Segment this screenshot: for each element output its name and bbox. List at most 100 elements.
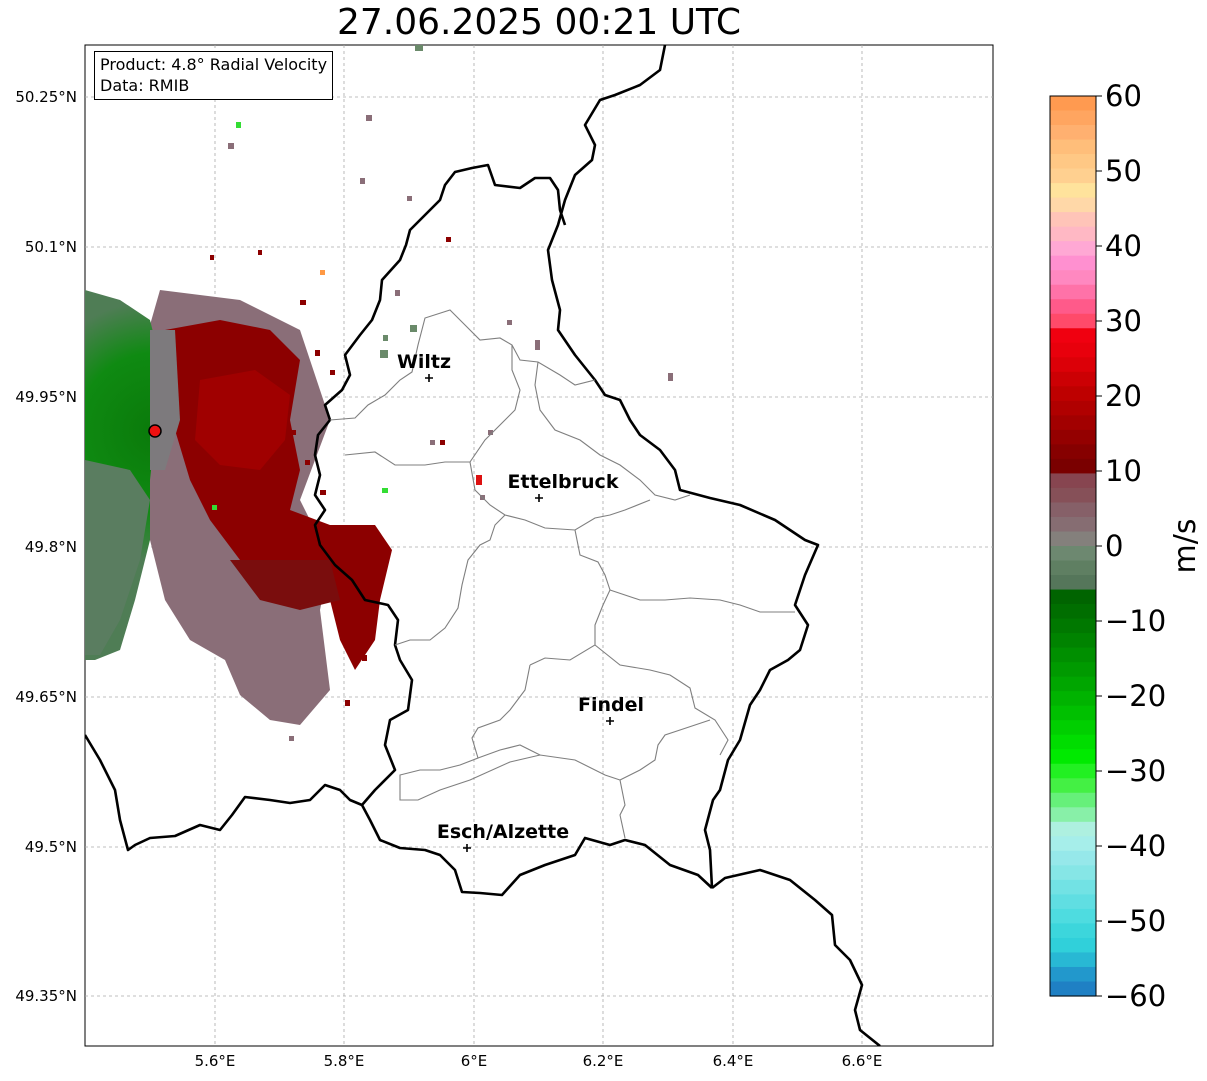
city-wiltz: Wiltz xyxy=(397,351,451,382)
colorbar-band xyxy=(1050,633,1096,649)
country-border xyxy=(85,45,881,1046)
colorbar-band xyxy=(1050,662,1096,678)
radar-site-marker xyxy=(148,424,162,438)
colorbar-band xyxy=(1050,981,1096,997)
colorbar-band xyxy=(1050,241,1096,257)
colorbar-band xyxy=(1050,937,1096,954)
colorbar-band xyxy=(1050,342,1096,358)
colorbar-bands xyxy=(1050,96,1096,997)
colorbar-band xyxy=(1050,270,1096,286)
lat-tick-label: 49.8°N xyxy=(25,538,77,556)
lat-axis: 50.25°N 50.1°N 49.95°N 49.8°N 49.65°N 49… xyxy=(15,88,77,1005)
colorbar-band xyxy=(1050,487,1096,504)
colorbar-tick-label: 0 xyxy=(1105,529,1123,563)
colorbar-band xyxy=(1050,284,1096,300)
colorbar-band xyxy=(1050,299,1096,315)
lon-tick-label: 6.6°E xyxy=(842,1052,883,1070)
radar-echoes xyxy=(85,45,673,741)
colorbar-tick-label: −20 xyxy=(1105,679,1166,713)
colorbar-band xyxy=(1050,778,1096,794)
city-label: Findel xyxy=(578,694,644,716)
colorbar-band xyxy=(1050,154,1096,170)
colorbar-tick-label: 20 xyxy=(1105,379,1142,413)
lon-tick-label: 6°E xyxy=(461,1052,488,1070)
lat-tick-label: 49.35°N xyxy=(15,987,77,1005)
city-label: Ettelbruck xyxy=(508,471,619,493)
colorbar-band xyxy=(1050,850,1096,866)
city-esch-alzette: Esch/Alzette xyxy=(437,821,569,852)
colorbar-tick-label: 50 xyxy=(1105,154,1142,188)
colorbar-band xyxy=(1050,589,1096,605)
colorbar-unit-label: m/s xyxy=(1168,519,1203,574)
colorbar-band xyxy=(1050,516,1096,533)
city-findel: Findel xyxy=(578,694,644,725)
colorbar-band xyxy=(1050,647,1096,663)
colorbar-band xyxy=(1050,836,1096,852)
colorbar-band xyxy=(1050,386,1096,402)
colorbar-band xyxy=(1050,807,1096,823)
colorbar-band xyxy=(1050,371,1096,387)
lat-tick-label: 49.65°N xyxy=(15,688,77,706)
city-marker-icon xyxy=(463,844,471,852)
colorbar-band xyxy=(1050,255,1096,271)
product-info-box: Product: 4.8° Radial Velocity Data: RMIB xyxy=(94,51,334,100)
city-label: Wiltz xyxy=(397,351,451,373)
colorbar-band xyxy=(1050,429,1096,445)
lat-tick-label: 49.5°N xyxy=(25,838,77,856)
colorbar-band xyxy=(1050,125,1096,141)
colorbar-band xyxy=(1050,197,1096,213)
colorbar-tick-label: 30 xyxy=(1105,304,1142,338)
colorbar: 60 50 40 30 20 10 0 −10 −20 −30 −40 −50 −60 m/s xyxy=(1049,79,1203,1013)
city-marker-icon xyxy=(535,494,543,502)
city-marker-icon xyxy=(425,374,433,382)
lon-axis: 5.6°E 5.8°E 6°E 6.2°E 6.4°E 6.6°E xyxy=(195,1052,883,1070)
colorbar-band xyxy=(1050,749,1096,765)
colorbar-band xyxy=(1050,502,1096,518)
colorbar-band xyxy=(1050,531,1096,547)
colorbar-band xyxy=(1050,676,1096,692)
lon-tick-label: 5.8°E xyxy=(324,1052,365,1070)
colorbar-band xyxy=(1050,604,1096,620)
colorbar-ticks: 60 50 40 30 20 10 0 −10 −20 −30 −40 −50 −60 xyxy=(1096,79,1166,1013)
colorbar-band xyxy=(1050,923,1096,939)
colorbar-tick-label: −10 xyxy=(1105,604,1166,638)
lat-tick-label: 49.95°N xyxy=(15,388,77,406)
colorbar-band xyxy=(1050,400,1096,416)
colorbar-tick-label: −60 xyxy=(1105,979,1166,1013)
colorbar-band xyxy=(1050,458,1096,475)
colorbar-band xyxy=(1050,183,1096,199)
colorbar-band xyxy=(1050,313,1096,329)
colorbar-band xyxy=(1050,546,1096,562)
colorbar-band xyxy=(1050,966,1096,983)
lon-tick-label: 6.2°E xyxy=(583,1052,624,1070)
colorbar-band xyxy=(1050,328,1096,344)
colorbar-band xyxy=(1050,560,1096,576)
colorbar-band xyxy=(1050,575,1096,591)
lon-tick-label: 5.6°E xyxy=(195,1052,236,1070)
colorbar-band xyxy=(1050,763,1096,779)
lat-tick-label: 50.1°N xyxy=(25,238,77,256)
city-ettelbruck: Ettelbruck xyxy=(508,471,619,502)
colorbar-band xyxy=(1050,734,1096,750)
colorbar-band xyxy=(1050,952,1096,968)
colorbar-band xyxy=(1050,357,1096,373)
colorbar-tick-label: −30 xyxy=(1105,754,1166,788)
colorbar-band xyxy=(1050,821,1096,837)
colorbar-tick-label: 10 xyxy=(1105,454,1142,488)
colorbar-band xyxy=(1050,691,1096,707)
colorbar-band xyxy=(1050,226,1096,242)
data-source-text: Data: RMIB xyxy=(100,76,190,95)
map-title: 27.06.2025 00:21 UTC xyxy=(336,2,742,43)
colorbar-band xyxy=(1050,96,1096,112)
lon-tick-label: 6.4°E xyxy=(713,1052,754,1070)
colorbar-band xyxy=(1050,110,1096,126)
colorbar-tick-label: 60 xyxy=(1105,79,1142,113)
canton-borders xyxy=(329,309,795,839)
colorbar-band xyxy=(1050,139,1096,155)
colorbar-tick-label: −50 xyxy=(1105,904,1166,938)
colorbar-band xyxy=(1050,212,1096,228)
city-markers: Wiltz Ettelbruck Findel Esch/Alzette xyxy=(397,351,644,852)
colorbar-band xyxy=(1050,618,1096,634)
colorbar-band xyxy=(1050,705,1096,721)
